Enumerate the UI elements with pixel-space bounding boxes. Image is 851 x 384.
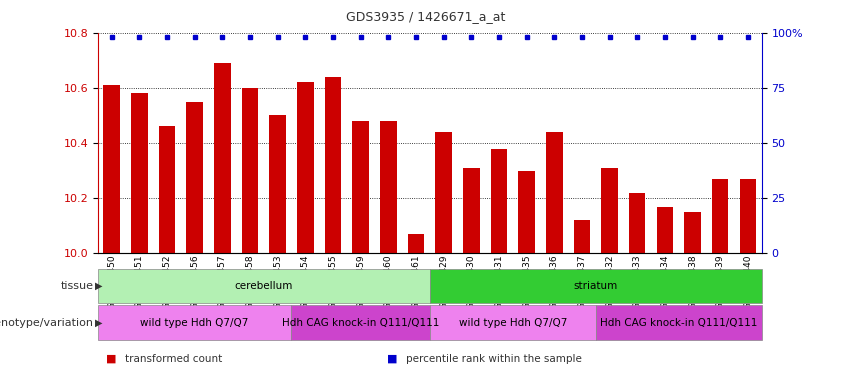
Bar [324, 77, 341, 253]
Text: GDS3935 / 1426671_a_at: GDS3935 / 1426671_a_at [346, 10, 505, 23]
Text: ■: ■ [106, 354, 117, 364]
Bar [518, 170, 534, 253]
Bar [430, 305, 596, 340]
Text: ▶: ▶ [95, 318, 103, 328]
Bar [463, 168, 479, 253]
Bar [158, 126, 175, 253]
Text: transformed count: transformed count [125, 354, 222, 364]
Bar [430, 269, 762, 303]
Text: Hdh CAG knock-in Q111/Q111: Hdh CAG knock-in Q111/Q111 [282, 318, 439, 328]
Bar [352, 121, 368, 253]
Text: ▶: ▶ [95, 281, 103, 291]
Bar [98, 305, 291, 340]
Bar [214, 63, 231, 253]
Bar [574, 220, 590, 253]
Bar [269, 116, 286, 253]
Bar [186, 102, 203, 253]
Text: Hdh CAG knock-in Q111/Q111: Hdh CAG knock-in Q111/Q111 [600, 318, 757, 328]
Bar [711, 179, 728, 253]
Text: genotype/variation: genotype/variation [0, 318, 94, 328]
Text: wild type Hdh Q7/Q7: wild type Hdh Q7/Q7 [459, 318, 567, 328]
Text: cerebellum: cerebellum [235, 281, 293, 291]
Text: wild type Hdh Q7/Q7: wild type Hdh Q7/Q7 [140, 318, 248, 328]
Text: tissue: tissue [60, 281, 94, 291]
Bar [740, 179, 756, 253]
Text: striatum: striatum [574, 281, 618, 291]
Bar [131, 93, 148, 253]
Bar [291, 305, 430, 340]
Bar [629, 193, 645, 253]
Bar [435, 132, 452, 253]
Bar [297, 82, 313, 253]
Bar [104, 85, 120, 253]
Bar [684, 212, 700, 253]
Bar [242, 88, 258, 253]
Bar [601, 168, 618, 253]
Bar [596, 305, 762, 340]
Bar [490, 149, 507, 253]
Text: ■: ■ [387, 354, 397, 364]
Bar [98, 269, 430, 303]
Bar [408, 234, 424, 253]
Bar [545, 132, 563, 253]
Bar [380, 121, 397, 253]
Text: percentile rank within the sample: percentile rank within the sample [406, 354, 582, 364]
Bar [656, 207, 673, 253]
